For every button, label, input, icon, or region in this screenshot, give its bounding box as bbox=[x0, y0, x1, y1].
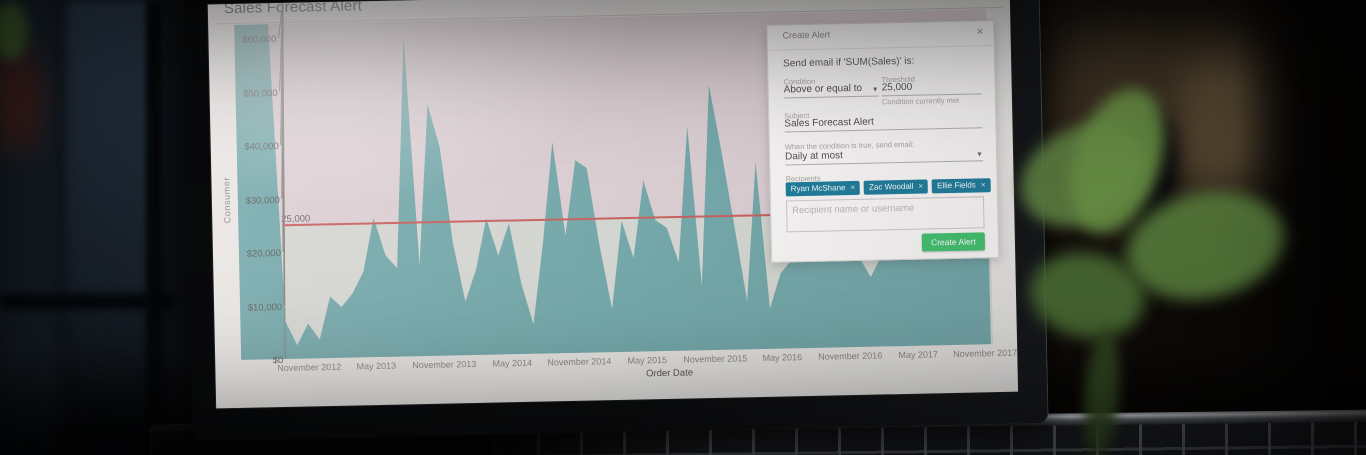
background-window-light bbox=[0, 0, 58, 455]
x-tick-label: November 2016 bbox=[818, 350, 882, 361]
close-icon[interactable]: × bbox=[976, 24, 984, 39]
chevron-down-icon: ▼ bbox=[871, 86, 879, 94]
frequency-select[interactable]: Daily at most ▼ bbox=[784, 147, 984, 166]
y-tick-label: $30,000 bbox=[245, 195, 280, 207]
background-window-frame bbox=[146, 0, 162, 455]
subject-input[interactable]: Sales Forecast Alert bbox=[784, 114, 983, 133]
plant-leaf bbox=[1115, 177, 1295, 314]
create-alert-dialog: Create Alert × Send email if 'SUM(Sales)… bbox=[766, 20, 1000, 263]
x-tick-label: November 2013 bbox=[412, 359, 476, 370]
x-tick-label: May 2017 bbox=[898, 349, 938, 360]
reference-line-label: 25,000 bbox=[281, 213, 310, 225]
x-tick-label: November 2012 bbox=[277, 362, 341, 373]
y-tick-label: $60,000 bbox=[242, 34, 277, 46]
row-header-consumer: Consumer bbox=[221, 177, 232, 224]
background-window-frame bbox=[0, 294, 175, 309]
recipient-name: Zac Woodall bbox=[869, 181, 914, 192]
plant-leaf bbox=[1053, 76, 1182, 246]
background-leaf bbox=[0, 2, 28, 60]
x-axis-title: Order Date bbox=[646, 367, 693, 379]
background-blur bbox=[0, 44, 42, 156]
y-tick-label: $40,000 bbox=[244, 141, 279, 153]
x-tick-label: May 2013 bbox=[356, 361, 396, 372]
recipient-name: Ellie Fields bbox=[936, 180, 976, 191]
threshold-input[interactable]: 25,000 bbox=[881, 80, 982, 97]
y-tick-label: $50,000 bbox=[243, 88, 278, 100]
remove-icon[interactable]: × bbox=[918, 181, 924, 191]
recipient-chips: Ryan McShane × Zac Woodall × Ellie Field… bbox=[785, 178, 991, 197]
condition-status: Condition currently met bbox=[881, 95, 960, 107]
alert-condition-intro: Send email if 'SUM(Sales)' is: bbox=[783, 55, 915, 70]
recipient-input[interactable] bbox=[785, 196, 985, 233]
background-window-light bbox=[66, 0, 158, 430]
frequency-value: Daily at most bbox=[784, 150, 843, 163]
condition-select[interactable]: Above or equal to ▼ bbox=[783, 82, 879, 99]
background-blur bbox=[1050, 25, 1270, 215]
x-tick-label: May 2016 bbox=[762, 352, 802, 363]
tableau-screen: Sales Forecast Alert 25,000 $60, bbox=[207, 0, 1019, 409]
y-tick-label: $10,000 bbox=[248, 302, 283, 314]
x-tick-label: November 2014 bbox=[547, 356, 611, 367]
x-tick-label: November 2017 bbox=[953, 348, 1017, 359]
condition-value: Above or equal to bbox=[783, 82, 863, 96]
x-tick-label: May 2015 bbox=[627, 355, 667, 366]
background-shadow bbox=[1236, 0, 1366, 455]
x-tick-label: November 2015 bbox=[683, 353, 747, 364]
recipient-name: Ryan McShane bbox=[790, 183, 846, 194]
recipient-chip[interactable]: Ellie Fields × bbox=[931, 178, 991, 194]
recipient-chip[interactable]: Zac Woodall × bbox=[863, 179, 929, 195]
chevron-down-icon: ▼ bbox=[976, 151, 984, 159]
dialog-title: Create Alert bbox=[782, 29, 831, 41]
x-tick-label: May 2014 bbox=[492, 358, 532, 369]
remove-icon[interactable]: × bbox=[850, 182, 856, 193]
remove-icon[interactable]: × bbox=[980, 180, 986, 190]
create-alert-button[interactable]: Create Alert bbox=[921, 232, 986, 252]
background-blur bbox=[1180, 58, 1265, 183]
recipient-chip[interactable]: Ryan McShane × bbox=[785, 180, 861, 197]
background-person-silhouette bbox=[1128, 112, 1178, 240]
y-tick-label: $20,000 bbox=[247, 248, 282, 260]
dialog-divider bbox=[767, 45, 994, 51]
laptop-screen-bezel: Sales Forecast Alert 25,000 $60, bbox=[183, 0, 1049, 441]
